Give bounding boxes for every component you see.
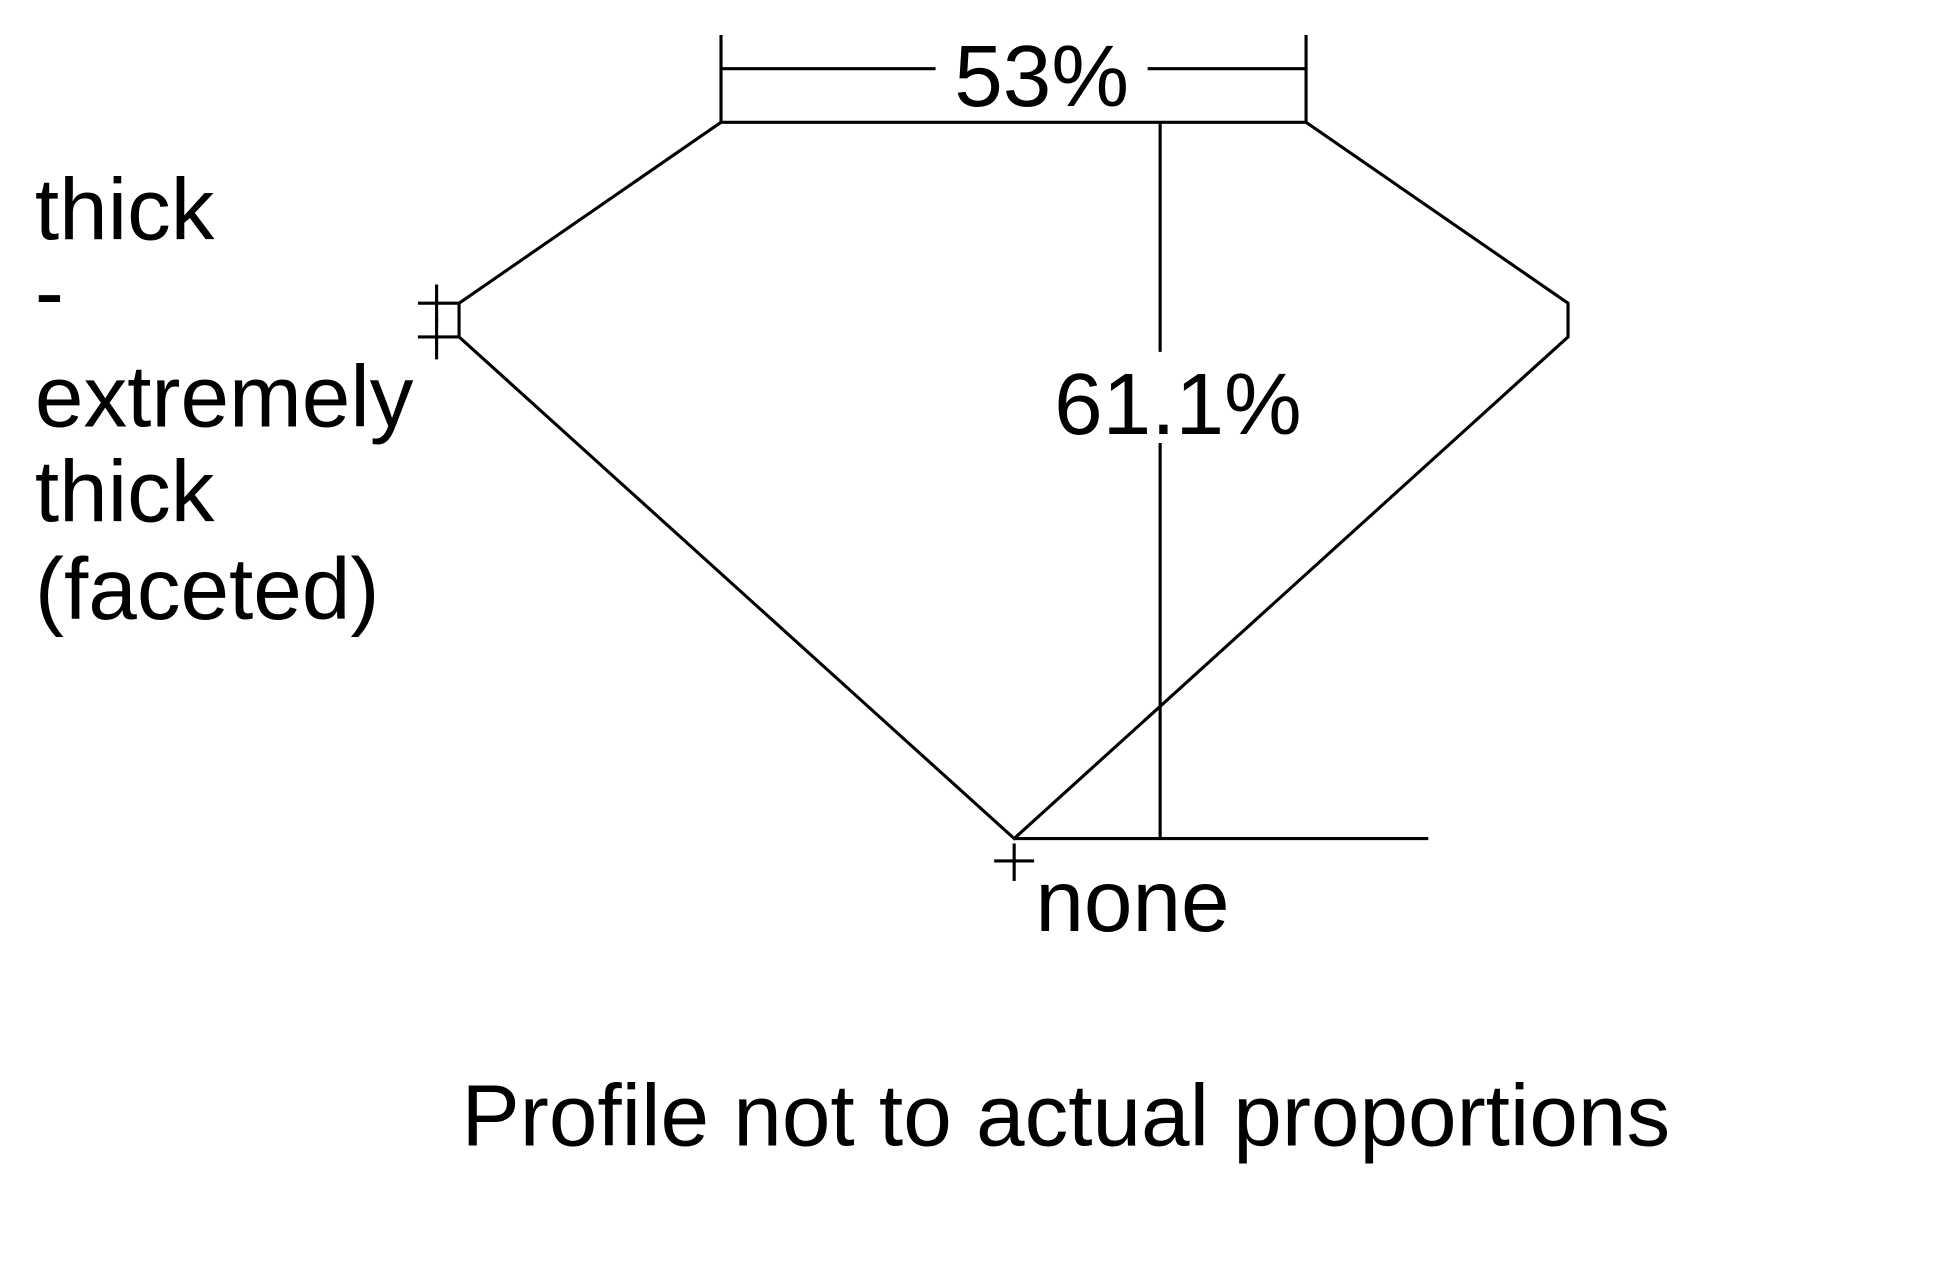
- girdle-label-line: (faceted): [35, 540, 380, 638]
- girdle-label-line: thick: [35, 161, 215, 259]
- proportions-note: Profile not to actual proportions: [462, 1066, 1671, 1164]
- culet-label: none: [1035, 852, 1229, 950]
- depth-percent-label: 61.1%: [1054, 355, 1302, 453]
- girdle-label-line: -: [35, 243, 64, 341]
- girdle-label: thick - extremely thick (faceted): [35, 161, 414, 638]
- girdle-label-line: extremely: [35, 348, 414, 446]
- depth-dimension: 61.1%: [1014, 122, 1429, 841]
- girdle-marks: [417, 284, 460, 360]
- gem-outline: [457, 120, 1570, 841]
- table-dimension: 53%: [719, 27, 1308, 125]
- girdle-label-line: thick: [35, 443, 215, 541]
- table-percent-label: 53%: [954, 27, 1129, 125]
- culet-mark: [994, 843, 1035, 881]
